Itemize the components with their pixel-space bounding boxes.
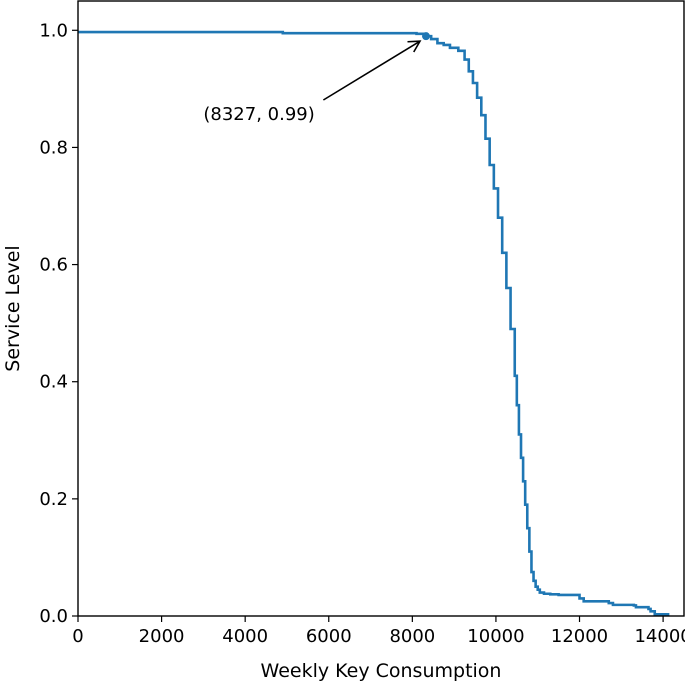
x-tick-label: 0 xyxy=(72,626,83,647)
annotated-point-marker xyxy=(422,32,431,41)
y-tick-label: 0.0 xyxy=(39,606,68,627)
y-tick-label: 1.0 xyxy=(39,20,68,41)
y-tick-label: 0.2 xyxy=(39,489,68,510)
x-tick-label: 4000 xyxy=(222,626,268,647)
series-line-group xyxy=(78,30,670,616)
annotation-label: (8327, 0.99) xyxy=(203,104,314,125)
y-tick-label: 0.4 xyxy=(39,372,68,393)
x-tick-label: 2000 xyxy=(139,626,185,647)
y-tick-label: 0.6 xyxy=(39,255,68,276)
x-tick-label: 12000 xyxy=(551,626,608,647)
annotation-arrow xyxy=(322,40,422,101)
y-tick-label: 0.8 xyxy=(39,137,68,158)
x-tick-label: 10000 xyxy=(467,626,524,647)
series-line-0 xyxy=(78,30,670,616)
annotation-group: (8327, 0.99) xyxy=(203,32,431,125)
x-tick-label: 8000 xyxy=(389,626,435,647)
plot-frame xyxy=(77,0,685,617)
y-axis-title: Service Level xyxy=(2,245,24,371)
x-tick-label: 6000 xyxy=(306,626,352,647)
x-axis-title: Weekly Key Consumption xyxy=(261,660,502,682)
